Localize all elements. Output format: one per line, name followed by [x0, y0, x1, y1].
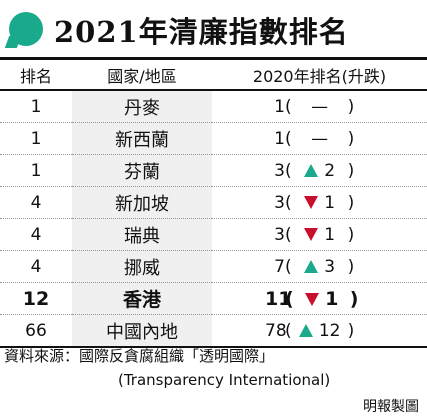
open-paren: ( — [285, 287, 294, 310]
delta-value: 1 — [324, 192, 336, 213]
rank-cell: 4 — [0, 250, 72, 283]
page-title: 2021年清廉指數排名 — [54, 15, 349, 49]
down-triangle-icon — [304, 196, 319, 209]
change-cell: 11(1) — [212, 282, 427, 315]
country-cell: 丹麥 — [72, 90, 212, 123]
change-cell: 7(3) — [212, 250, 427, 283]
close-paren: ) — [347, 256, 355, 277]
no-change-dash: — — [311, 96, 329, 117]
delta-value: 2 — [324, 160, 336, 181]
delta-value: 12 — [318, 320, 341, 341]
change-indicator: — — [292, 129, 348, 149]
table-row: 4 瑞典 3(1) — [0, 218, 427, 251]
speech-bubble-icon — [9, 12, 43, 46]
change-indicator: 1 — [292, 225, 348, 245]
change-indicator: 12 — [292, 321, 348, 341]
prev-rank: 7 — [274, 256, 285, 277]
country-cell: 挪威 — [72, 250, 212, 283]
change-cell: 3(1) — [212, 218, 427, 251]
country-cell: 新加坡 — [72, 186, 212, 219]
change-indicator: 2 — [292, 161, 348, 181]
no-change-dash: — — [311, 128, 329, 149]
country-cell: 中國內地 — [72, 314, 212, 348]
title-bar: 2021年清廉指數排名 — [0, 0, 427, 60]
country-cell: 香港 — [72, 282, 212, 315]
open-paren: ( — [285, 224, 292, 245]
source-text: 資料來源：國際反貪腐組織「透明國際」 — [4, 347, 275, 365]
rank-cell: 1 — [0, 122, 72, 155]
change-cell: 1( —) — [212, 122, 427, 155]
open-paren: ( — [285, 256, 292, 277]
header-rank: 排名 — [0, 61, 72, 91]
close-paren: ) — [347, 192, 355, 213]
change-indicator: — — [292, 97, 348, 117]
source-text-english: (Transparency International) — [118, 371, 331, 389]
up-triangle-icon — [298, 324, 313, 337]
change-cell: 3(2) — [212, 154, 427, 187]
change-indicator: 3 — [292, 257, 348, 277]
table-row: 66 中國內地 78(12) — [0, 314, 427, 348]
down-triangle-icon — [305, 292, 320, 306]
close-paren: ) — [347, 128, 355, 149]
up-triangle-icon — [304, 260, 319, 273]
close-paren: ) — [347, 160, 355, 181]
country-cell: 芬蘭 — [72, 154, 212, 187]
prev-rank: 3 — [274, 224, 285, 245]
ranking-table: 排名 國家/地區 2020年排名(升跌) 1 丹麥 1(—) 1 新西蘭 1(—) 1 芬蘭 3… — [0, 61, 427, 348]
table-row: 1 芬蘭 3(2) — [0, 154, 427, 187]
delta-value: 1 — [325, 287, 339, 310]
delta-value: 1 — [324, 224, 336, 245]
prev-rank: 1 — [274, 128, 285, 149]
close-paren: ) — [347, 320, 355, 341]
country-cell: 瑞典 — [72, 218, 212, 251]
table-header-row: 排名 國家/地區 2020年排名(升跌) — [0, 61, 427, 91]
prev-rank: 78 — [265, 320, 287, 341]
table-row: 4 新加坡 3(1) — [0, 186, 427, 219]
close-paren: ) — [349, 287, 359, 310]
title-divider — [0, 57, 427, 60]
open-paren: ( — [285, 192, 292, 213]
rank-cell: 12 — [0, 282, 72, 315]
rank-cell: 4 — [0, 186, 72, 219]
close-paren: ) — [347, 224, 355, 245]
change-cell: 1( —) — [212, 90, 427, 123]
open-paren: ( — [285, 128, 292, 149]
prev-rank: 3 — [274, 192, 285, 213]
prev-rank: 11 — [265, 287, 292, 310]
rank-cell: 66 — [0, 314, 72, 348]
close-paren: ) — [347, 96, 355, 117]
open-paren: ( — [285, 160, 292, 181]
rank-cell: 1 — [0, 154, 72, 187]
rank-cell: 4 — [0, 218, 72, 251]
rank-cell: 1 — [0, 90, 72, 123]
open-paren: ( — [285, 96, 292, 117]
delta-value: 3 — [324, 256, 336, 277]
prev-rank: 3 — [274, 160, 285, 181]
table-row: 1 新西蘭 1(—) — [0, 122, 427, 155]
up-triangle-icon — [304, 164, 319, 177]
table-row: 12 香港 11(1) — [0, 282, 427, 315]
country-cell: 新西蘭 — [72, 122, 212, 155]
down-triangle-icon — [304, 228, 319, 241]
open-paren: ( — [285, 320, 292, 341]
table-row: 1 丹麥 1(—) — [0, 90, 427, 123]
table-row: 4 挪威 7(3) — [0, 250, 427, 283]
header-change: 2020年排名(升跌) — [212, 61, 427, 91]
change-cell: 78(12) — [212, 314, 427, 348]
header-country: 國家/地區 — [72, 61, 212, 91]
change-indicator: 1 — [292, 193, 348, 213]
change-cell: 3(1) — [212, 186, 427, 219]
change-indicator: 1 — [294, 288, 350, 310]
prev-rank: 1 — [274, 96, 285, 117]
credit-text: 明報製圖 — [363, 399, 419, 415]
